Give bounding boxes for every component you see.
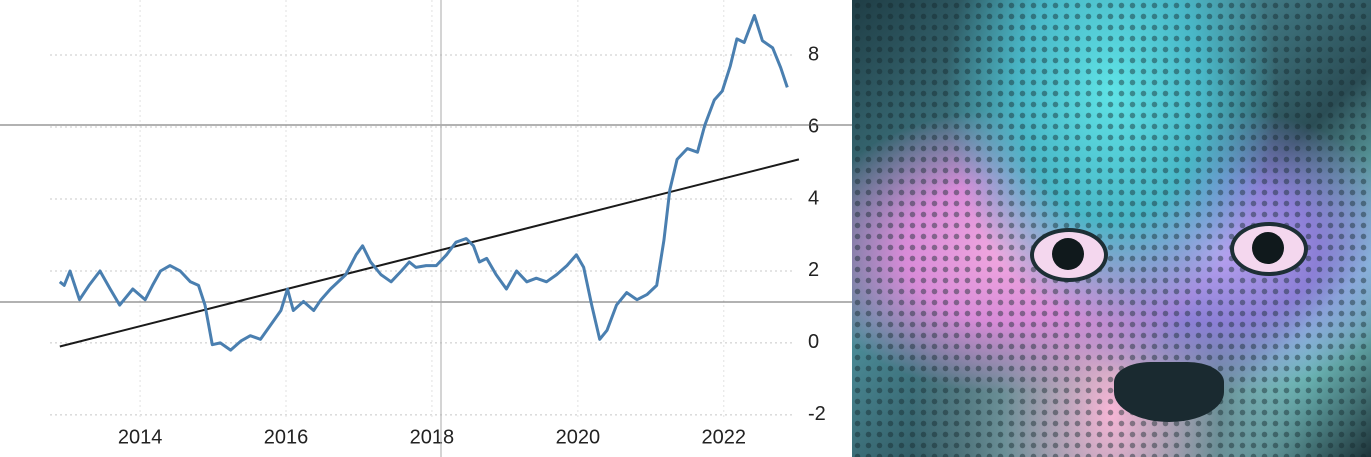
y-tick-label: -2 (808, 403, 826, 425)
trend-line (59, 158, 800, 348)
x-tick-label: 2020 (556, 426, 601, 448)
x-tick-label: 2016 (264, 426, 309, 448)
data-line (58, 14, 789, 352)
y-tick-label: 6 (808, 115, 819, 137)
x-tick-label: 2014 (118, 426, 163, 448)
y-tick-label: 8 (808, 43, 819, 65)
chart: -2 0 2 4 6 8 2014 2016 2018 2020 2022 (0, 0, 852, 457)
x-tick-label: 2018 (410, 426, 455, 448)
y-tick-label: 2 (808, 259, 819, 281)
x-tick-label: 2022 (702, 426, 747, 448)
y-tick-label: 0 (808, 331, 819, 353)
artwork-image (852, 0, 1371, 457)
y-tick-label: 4 (808, 187, 819, 209)
